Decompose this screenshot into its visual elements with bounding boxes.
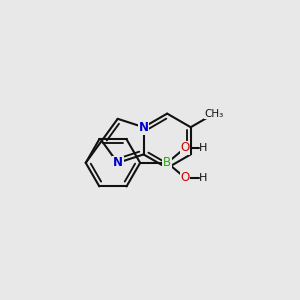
Text: B: B — [163, 156, 171, 169]
Text: H: H — [199, 143, 207, 153]
Text: N: N — [113, 156, 123, 169]
Text: CH₃: CH₃ — [205, 109, 224, 118]
Text: N: N — [139, 121, 148, 134]
Text: O: O — [180, 171, 190, 184]
Text: H: H — [199, 173, 207, 183]
Text: O: O — [180, 141, 190, 154]
